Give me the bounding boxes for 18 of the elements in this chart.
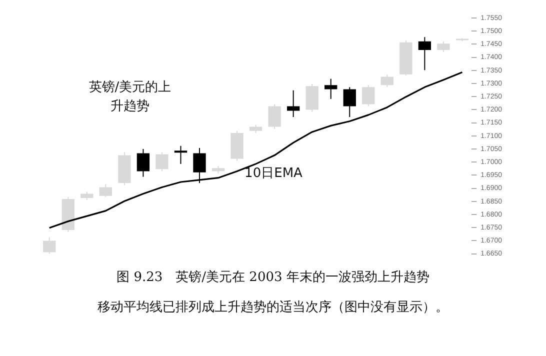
candlestick: [362, 84, 375, 107]
text: 图 9.23 英镑/美元在 2003 年末的一波强劲上升趋势: [116, 269, 430, 287]
candlestick: [380, 74, 394, 88]
candlestick: [193, 147, 206, 184]
annotation: 英镑/美元的上升趋势: [88, 79, 172, 116]
candlestick: [418, 36, 432, 71]
candlestick: [268, 104, 281, 130]
candlestick: [174, 145, 188, 164]
candlestick: [136, 148, 150, 178]
candlestick: [437, 40, 450, 53]
candlestick: [43, 236, 56, 254]
candlestick: [99, 184, 112, 198]
series-label: 10日EMA: [244, 166, 303, 182]
candlestick: [156, 152, 168, 172]
text: 移动平均线已排列成上升趋势的适当次序（图中没有显示）。: [96, 299, 450, 317]
candlestick: [343, 86, 356, 118]
candlestick: [324, 78, 338, 100]
candlestick: [306, 84, 318, 112]
